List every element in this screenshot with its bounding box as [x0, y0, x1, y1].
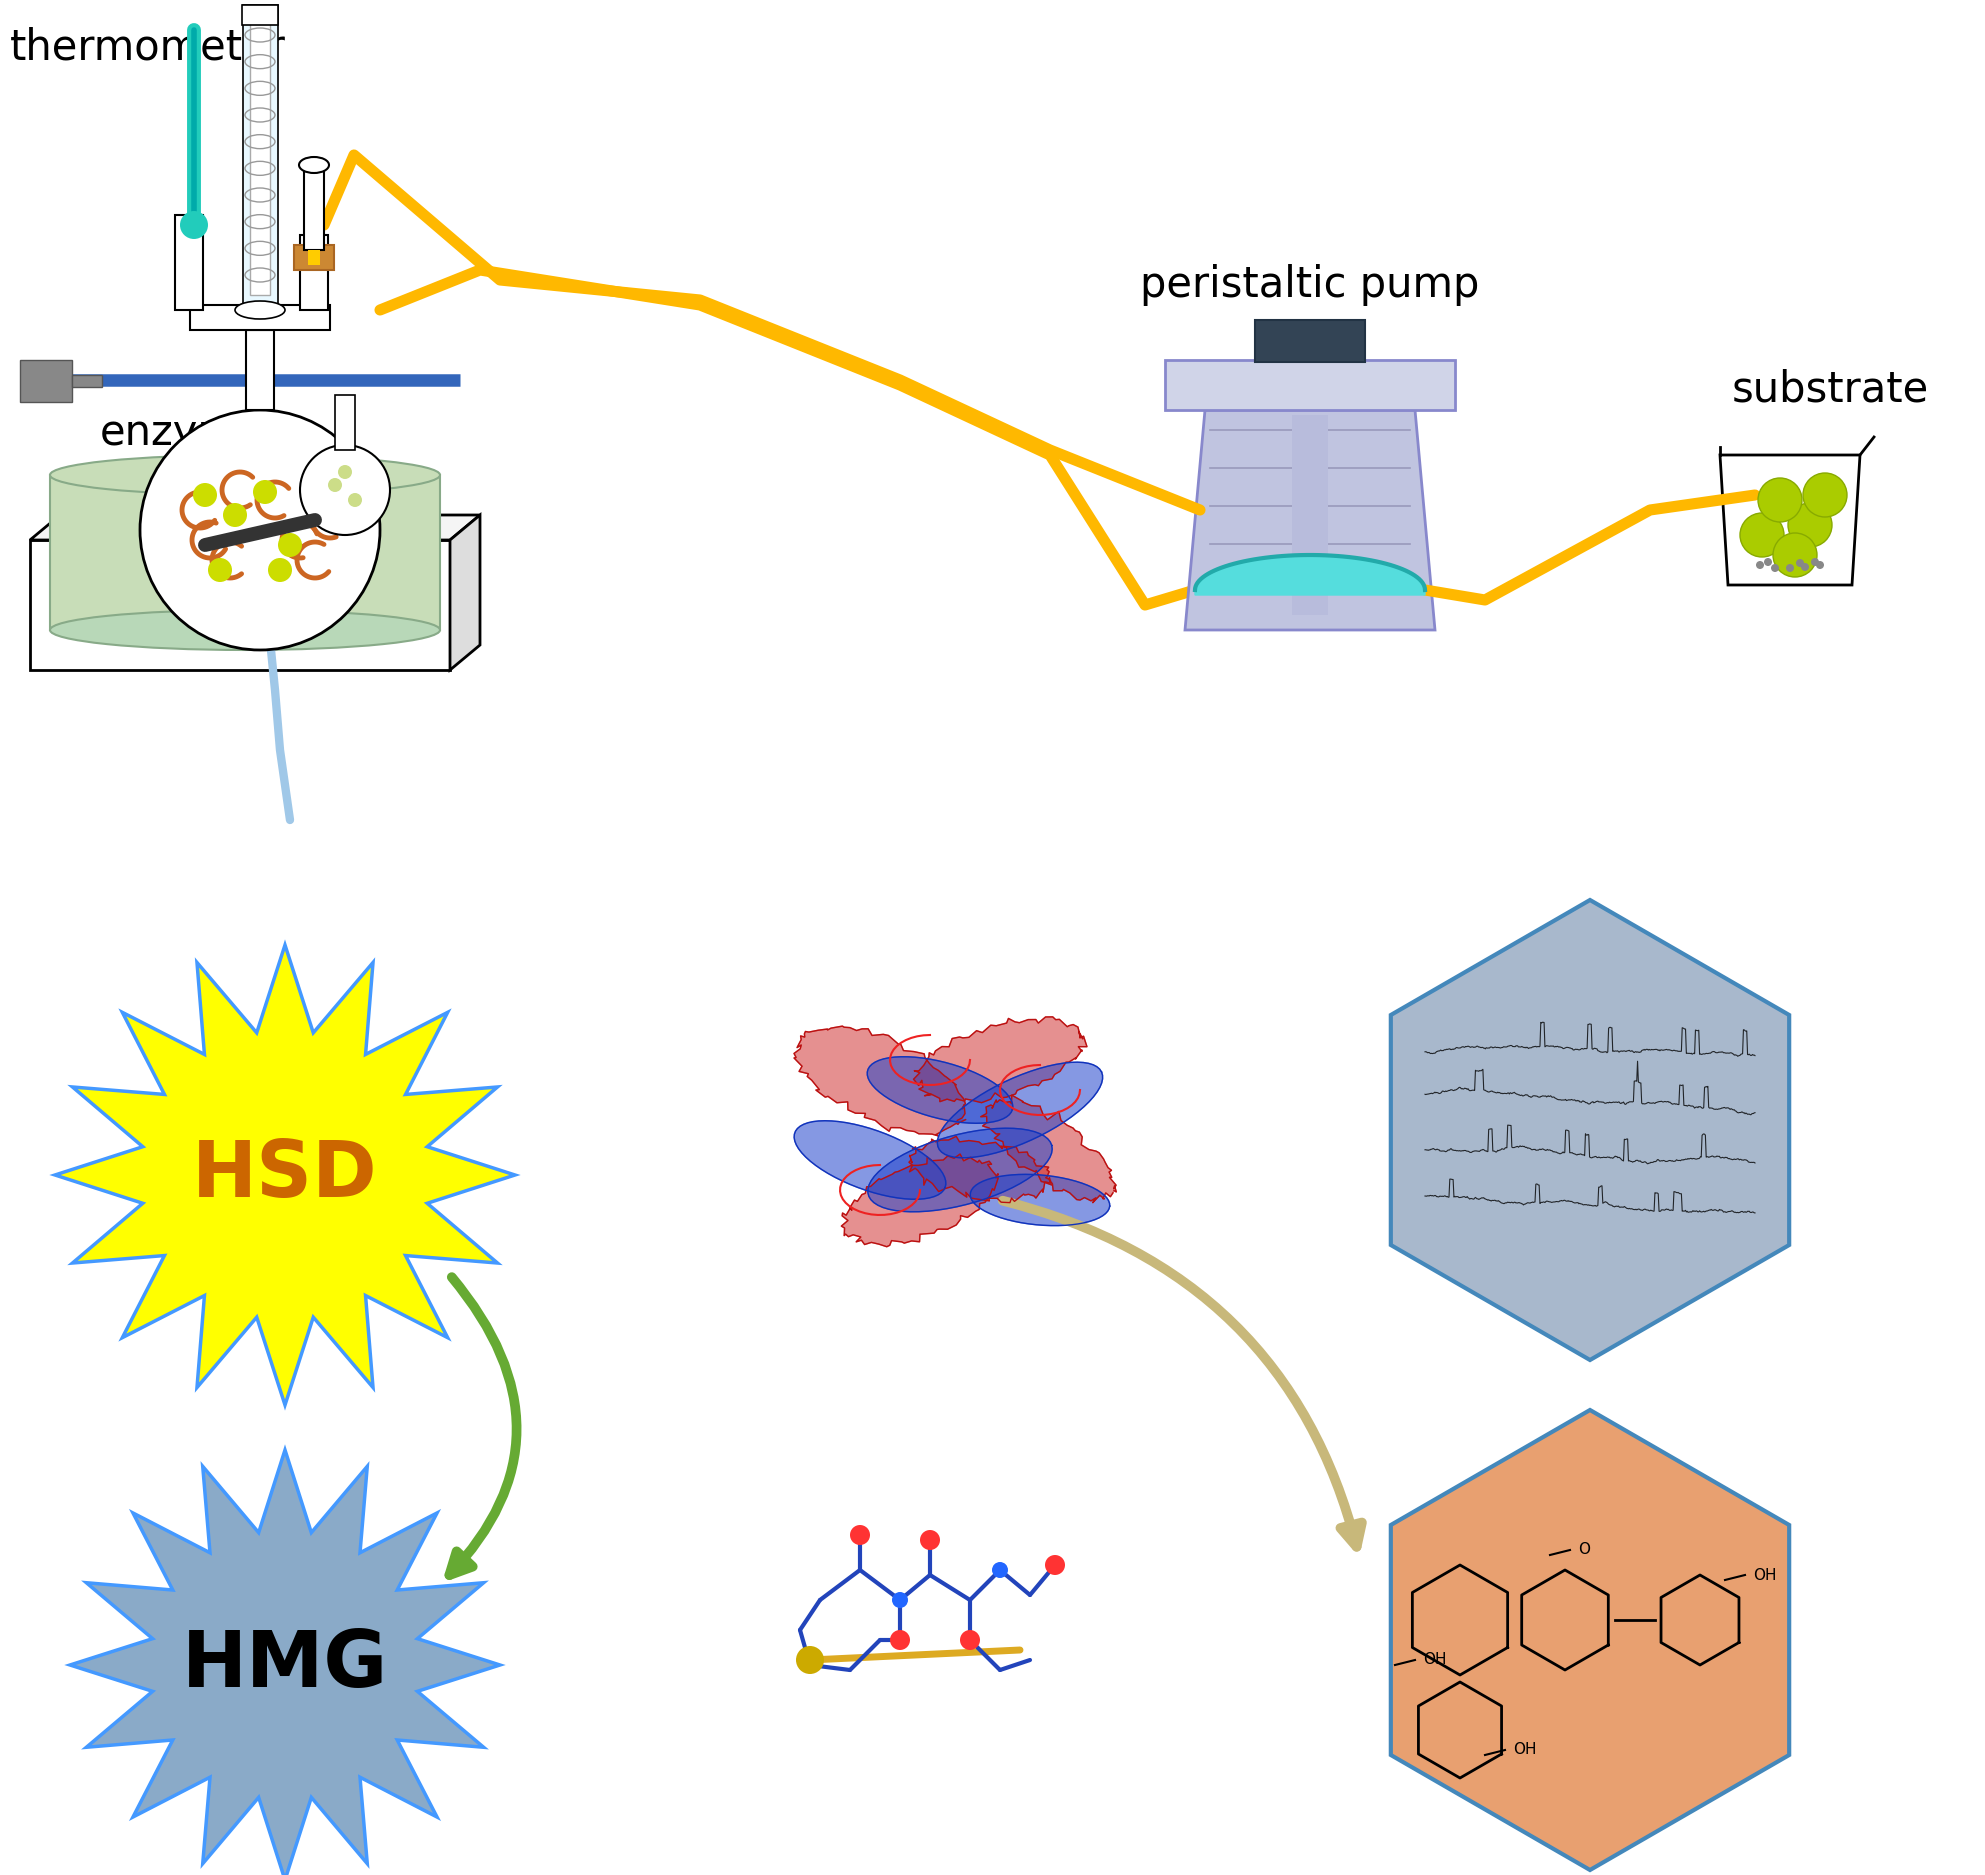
- Circle shape: [1044, 1554, 1066, 1575]
- Circle shape: [337, 465, 351, 478]
- Circle shape: [1800, 562, 1808, 572]
- Ellipse shape: [50, 456, 441, 495]
- Circle shape: [961, 1629, 981, 1650]
- Bar: [242, 6, 278, 24]
- Circle shape: [347, 493, 361, 506]
- Circle shape: [1765, 559, 1773, 566]
- Text: substrate: substrate: [1731, 369, 1929, 411]
- Bar: [71, 375, 101, 386]
- FancyArrowPatch shape: [1002, 1200, 1362, 1547]
- Bar: [308, 249, 320, 264]
- Circle shape: [1796, 559, 1804, 566]
- Text: thermometer: thermometer: [10, 26, 286, 69]
- Polygon shape: [69, 1449, 500, 1875]
- Polygon shape: [1195, 555, 1425, 594]
- Text: OH: OH: [1513, 1742, 1536, 1757]
- Polygon shape: [30, 516, 480, 540]
- Circle shape: [181, 212, 208, 238]
- Bar: [300, 234, 328, 309]
- Polygon shape: [842, 1153, 998, 1247]
- Circle shape: [1741, 514, 1785, 557]
- Bar: [1165, 360, 1455, 411]
- Bar: [20, 360, 71, 401]
- Circle shape: [1816, 561, 1824, 568]
- Circle shape: [328, 478, 341, 491]
- Polygon shape: [937, 1061, 1102, 1157]
- Polygon shape: [56, 945, 514, 1404]
- Bar: [335, 396, 355, 450]
- Polygon shape: [1185, 411, 1435, 630]
- Text: O: O: [1578, 1543, 1590, 1558]
- Circle shape: [850, 1524, 869, 1545]
- Polygon shape: [1391, 1410, 1788, 1869]
- Circle shape: [889, 1629, 909, 1650]
- Polygon shape: [981, 1095, 1116, 1202]
- Bar: [50, 474, 441, 630]
- Polygon shape: [971, 1174, 1110, 1226]
- Bar: [1292, 414, 1328, 615]
- Ellipse shape: [50, 609, 441, 651]
- Ellipse shape: [300, 158, 330, 172]
- Polygon shape: [1391, 900, 1788, 1359]
- Circle shape: [1771, 564, 1779, 572]
- Text: HSD: HSD: [193, 1136, 377, 1213]
- Circle shape: [193, 484, 216, 506]
- Circle shape: [208, 559, 232, 581]
- Bar: [242, 6, 278, 306]
- Text: peristaltic pump: peristaltic pump: [1139, 264, 1479, 306]
- Circle shape: [252, 480, 278, 504]
- Bar: [294, 246, 333, 270]
- Circle shape: [141, 411, 379, 651]
- Polygon shape: [909, 1136, 1052, 1202]
- Circle shape: [300, 444, 389, 534]
- Polygon shape: [1719, 456, 1860, 585]
- Circle shape: [268, 559, 292, 581]
- Polygon shape: [913, 1016, 1088, 1102]
- Polygon shape: [794, 1026, 965, 1136]
- Circle shape: [222, 503, 246, 527]
- Bar: [175, 216, 202, 309]
- Circle shape: [1759, 478, 1802, 521]
- Bar: [246, 330, 274, 411]
- Circle shape: [919, 1530, 941, 1551]
- Polygon shape: [867, 1129, 1052, 1211]
- Polygon shape: [867, 1058, 1012, 1123]
- Ellipse shape: [234, 302, 286, 319]
- Circle shape: [1810, 559, 1818, 566]
- Text: OH: OH: [1753, 1568, 1777, 1582]
- Text: HMG: HMG: [183, 1628, 389, 1702]
- Circle shape: [1786, 564, 1794, 572]
- Circle shape: [1802, 472, 1846, 518]
- Polygon shape: [30, 540, 451, 669]
- Circle shape: [1757, 561, 1765, 568]
- Text: OH: OH: [1423, 1652, 1447, 1667]
- Bar: [304, 165, 324, 249]
- Circle shape: [796, 1646, 824, 1674]
- FancyArrowPatch shape: [449, 1277, 516, 1575]
- Bar: [1255, 321, 1366, 362]
- Circle shape: [314, 493, 337, 518]
- Circle shape: [992, 1562, 1008, 1579]
- Bar: [191, 306, 330, 330]
- Circle shape: [891, 1592, 907, 1609]
- Polygon shape: [451, 516, 480, 669]
- Text: magnetic stirrer: magnetic stirrer: [67, 594, 423, 636]
- Polygon shape: [794, 1121, 945, 1200]
- Circle shape: [1773, 532, 1816, 578]
- Bar: [250, 15, 270, 294]
- Circle shape: [278, 532, 302, 557]
- Bar: [246, 186, 274, 309]
- Text: enzyme: enzyme: [99, 412, 264, 454]
- Circle shape: [1788, 503, 1832, 548]
